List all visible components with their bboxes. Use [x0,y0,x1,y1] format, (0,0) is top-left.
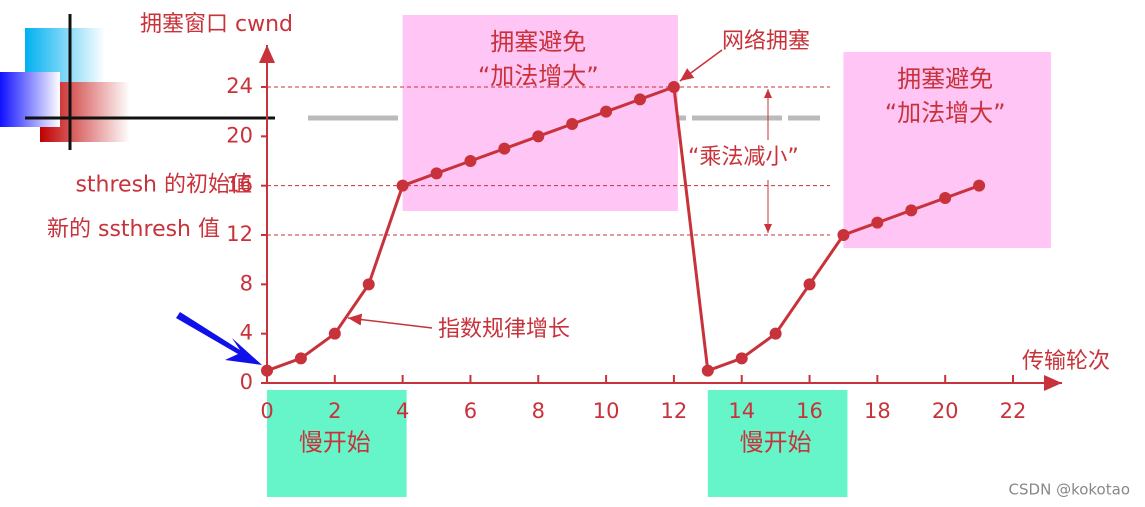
annotation-arrow [679,49,723,82]
pointer-arrow [176,312,262,365]
watermark: CSDN @kokotao [1009,481,1130,499]
data-point [803,278,816,291]
data-point [735,352,748,365]
y-tick-label: 4 [240,321,253,345]
phase-label: 慢开始 [299,429,371,457]
data-line [266,84,980,373]
phase-box [707,390,848,497]
phase-label: “加法增大” [478,62,599,90]
annotation: 新的 ssthresh 值 [47,217,220,242]
data-point [362,278,375,291]
y-tick-label: 12 [226,222,253,246]
data-point [328,327,341,340]
x-tick-label: 18 [864,399,891,423]
x-tick-label: 6 [464,399,477,423]
phase-box [402,15,678,211]
data-point [939,192,952,204]
x-axis-label: 传输轮次 [1022,349,1110,374]
data-point [634,93,646,106]
data-point [667,81,680,93]
data-point [532,130,545,143]
phase-label: 拥塞避免 [490,28,586,56]
data-point [600,105,613,118]
data-point [396,179,409,192]
y-tick-label: 16 [226,173,253,197]
x-tick-label: 16 [796,399,823,423]
data-point [701,364,714,377]
annotation: sthresh 的初始值 [75,173,252,198]
x-tick-label: 14 [728,399,755,423]
data-point [769,327,782,340]
data-point [973,179,986,192]
data-point [294,352,307,365]
data-point [464,155,477,167]
x-tick-label: 12 [661,399,688,423]
data-point [905,204,918,217]
y-tick-label: 20 [226,123,253,147]
data-point [837,229,850,241]
annotation: 指数规律增长 [438,317,570,342]
chart-title: 拥塞窗口 cwnd [140,12,293,37]
x-tick-label: 22 [1000,399,1027,423]
y-tick-label: 8 [240,271,253,295]
data-point [261,364,273,377]
data-point [871,216,884,229]
data-point [498,142,511,155]
phase-label: “加法增大” [885,99,1006,127]
phase-box [267,390,407,497]
x-tick-label: 2 [328,399,341,423]
data-point [566,118,579,130]
y-tick-label: 0 [240,370,253,394]
x-tick-label: 4 [396,399,409,423]
x-tick-label: 10 [593,399,620,423]
data-point [430,167,443,180]
phase-box [843,52,1051,248]
annotation: 网络拥塞 [722,29,810,54]
annotation-arrow [347,313,433,329]
y-tick-label: 24 [226,74,253,98]
logo-icon [0,14,820,150]
annotation: “乘法减小” [688,145,799,170]
x-tick-label: 20 [932,399,959,423]
phase-label: 拥塞避免 [897,65,993,93]
x-tick-label: 8 [532,399,545,423]
phase-label: 慢开始 [740,429,812,457]
x-tick-label: 0 [260,399,273,423]
